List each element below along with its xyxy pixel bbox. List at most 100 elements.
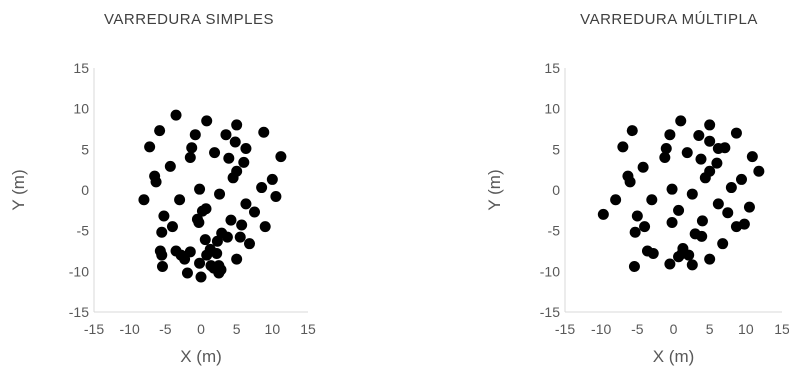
chart-2-point [666,183,678,195]
chart-1-point [236,219,248,231]
chart-1-y-tick-label: 10 [73,101,89,117]
chart-1-point [184,151,196,163]
chart-1-point [181,267,193,279]
chart-1-point [266,173,278,185]
chart-2-point [647,247,659,259]
chart-1-y-tick-label: 5 [81,141,89,157]
chart-1-point [213,267,225,279]
chart-1-x-tick-label: 15 [300,321,316,337]
chart-2-point [753,165,765,177]
chart-2-point [664,258,676,270]
chart-1-point [199,234,211,246]
chart-1-x-tick-label: 10 [265,321,281,337]
chart-2-point [704,119,716,131]
chart-1-point [174,194,186,206]
chart-2-point [610,194,622,206]
chart-1-point [231,253,243,265]
chart-2-point [719,142,731,154]
chart-1-point [154,125,166,137]
chart-1-point [156,249,168,261]
chart-2-point [699,172,711,184]
chart-1-point [195,271,207,283]
chart-2-y-tick-label: 10 [544,101,560,117]
chart-2-y-tick-label: -5 [548,223,561,239]
chart-1-point [256,182,268,194]
chart-2-point [631,210,643,222]
chart-2-point [624,176,636,188]
chart-2-point [695,153,707,165]
chart-2-point [626,125,638,137]
chart-1-point [220,129,232,141]
chart-1-y-axis-title: Y (m) [9,169,28,210]
chart-1-y-tick-label: 15 [73,60,89,76]
chart-2-point [696,215,708,227]
chart-2-point [597,208,609,220]
chart-2-point [659,151,671,163]
chart-2-x-tick-label: -10 [591,321,611,337]
chart-1-point [179,253,191,265]
chart-1-point [238,156,250,168]
chart-1-point [158,210,170,222]
chart-2-point [673,251,685,263]
chart-2-x-axis-title: X (m) [653,347,695,366]
chart-1-point [209,147,221,159]
chart-2-point [628,260,640,272]
chart-1-point [240,143,252,155]
chart-1-y-tick-label: 0 [81,182,89,198]
chart-2-point [717,238,729,250]
chart-2-point [712,198,724,210]
chart-2-y-tick-label: 0 [552,182,560,198]
chart-1-y-tick-label: -10 [69,263,89,279]
chart-2-title: VARREDURA MÚLTIPLA [580,11,758,28]
chart-2-x-tick-label: -15 [555,321,575,337]
chart-2-point [664,129,676,141]
chart-1-point [186,142,198,154]
chart-2-y-tick-label: -15 [540,304,560,320]
chart-1-point [214,188,226,200]
chart-2-point [683,249,695,261]
chart-1-point [240,198,252,210]
chart-2-point [743,201,755,213]
chart-1-point [189,129,201,141]
chart-2-point [746,151,758,163]
chart-1-point [156,260,168,272]
chart-2-point [675,115,687,127]
chart-2-point [681,147,693,159]
chart-1-point [211,247,223,259]
chart-1-y-tick-label: -5 [77,223,90,239]
chart-1-point [275,151,287,163]
chart-2-point [725,182,737,194]
chart-1-point [196,205,208,217]
chart-2-point [730,221,742,233]
chart-2-point [686,259,698,271]
chart-2-x-tick-label: 10 [738,321,754,337]
chart-2-point [666,217,678,229]
chart-1-point [223,152,235,164]
chart-2-point [686,188,698,200]
chart-1-point [194,257,206,269]
chart-1-point [229,136,241,148]
chart-2-point [660,143,672,155]
chart-2-point [639,221,651,233]
chart-1-y-tick-label: -15 [69,304,89,320]
chart-2-y-tick-label: -10 [540,263,560,279]
chart-2-point [637,161,649,173]
chart-1-point [156,226,168,238]
chart-1-point [249,206,260,218]
chart-1-point [201,115,213,127]
chart-1-point [221,231,233,243]
chart-1-x-tick-label: -10 [120,321,140,337]
chart-1-point [211,235,223,247]
chart-1-point [194,183,206,195]
chart-2-point [696,230,708,242]
chart-2-x-tick-label: 0 [670,321,678,337]
chart-1-point [166,221,178,233]
chart-1-point [193,217,205,229]
chart-2-point [693,130,705,142]
chart-2-point [735,173,747,185]
chart-1-x-tick-label: 0 [197,321,205,337]
chart-1-x-tick-label: 5 [233,321,241,337]
chart-1-point [259,221,271,233]
chart-1-point [164,160,176,172]
